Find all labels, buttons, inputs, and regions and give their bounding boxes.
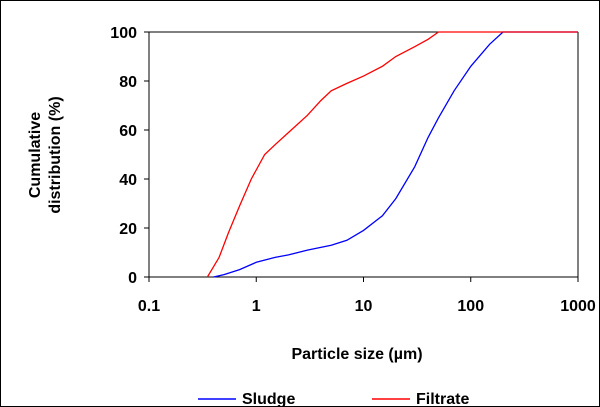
y-tick-label: 40 <box>119 172 137 189</box>
y-tick-label: 60 <box>119 123 137 140</box>
plot-area <box>148 31 579 278</box>
x-tick-label: 100 <box>457 298 484 315</box>
x-axis-title: Particle size (µm) <box>291 346 422 363</box>
y-tick-label: 80 <box>119 74 137 91</box>
series-line-filtrate <box>206 31 578 278</box>
x-ticks: 0.1 1 10 100 1000 <box>138 277 596 315</box>
legend-label-sludge: Sludge <box>242 391 295 407</box>
series-lines <box>206 31 578 278</box>
x-tick-label: 1 <box>252 298 261 315</box>
y-tick-label: 20 <box>119 221 137 238</box>
y-axis-title-line-2: distribution (%) <box>47 96 64 213</box>
y-ticks: 0 20 40 60 80 100 <box>110 25 149 287</box>
x-tick-label: 10 <box>355 298 373 315</box>
y-tick-label: 0 <box>128 270 137 287</box>
y-axis-title-line-1: Cumulative <box>27 112 44 198</box>
legend: Sludge Filtrate <box>198 391 469 407</box>
legend-label-filtrate: Filtrate <box>416 391 469 407</box>
x-tick-label: 1000 <box>560 298 596 315</box>
series-line-sludge <box>213 31 578 278</box>
x-tick-label: 0.1 <box>138 298 160 315</box>
y-tick-label: 100 <box>110 25 137 42</box>
